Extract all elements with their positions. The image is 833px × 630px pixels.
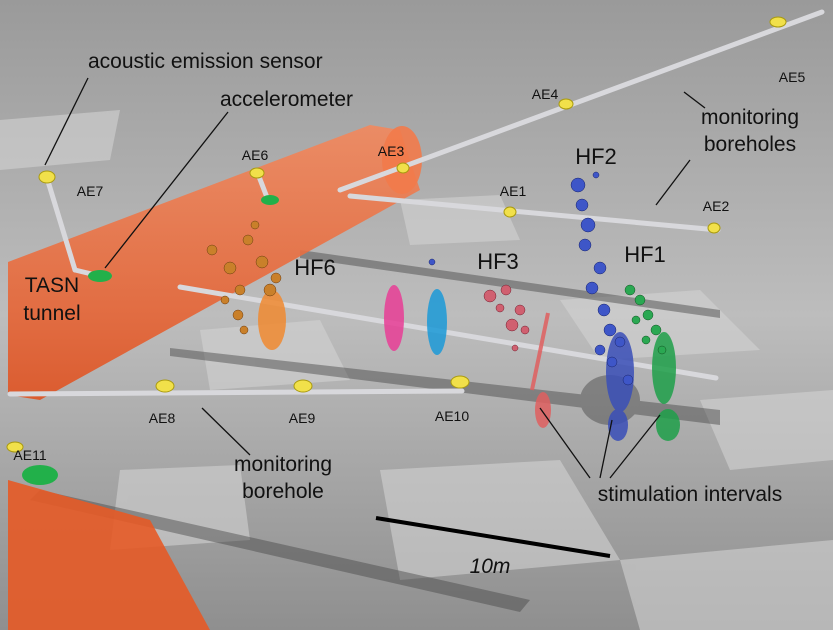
label: tunnel [23,302,80,325]
fracture-label: HF2 [575,144,617,169]
scene: acoustic emission sensor accelerometer m… [0,0,833,630]
label: monitoring [234,453,332,476]
scale-label: 10m [470,555,511,578]
label: boreholes [704,133,796,156]
label: TASN [25,274,79,297]
sensor-label: AE6 [242,147,269,163]
sensor-label: AE1 [500,183,527,199]
sensor-label: AE5 [779,69,806,85]
label: borehole [242,480,324,503]
label: acoustic emission sensor [88,50,323,73]
sensor-label: AE11 [13,447,46,463]
sensor-label: AE3 [378,143,405,159]
fracture-label: HF6 [294,255,336,280]
sensor-label: AE7 [77,183,104,199]
fracture-label: HF1 [624,242,666,267]
fracture-label: HF3 [477,249,519,274]
label: monitoring [701,106,799,129]
label: stimulation intervals [598,483,782,506]
sensor-label: AE8 [149,410,176,426]
sensor-label: AE2 [703,198,730,214]
sensor-label: AE9 [289,410,316,426]
sensor-label: AE10 [435,408,469,424]
sensor-label: AE4 [532,86,559,102]
label: accelerometer [220,88,353,111]
